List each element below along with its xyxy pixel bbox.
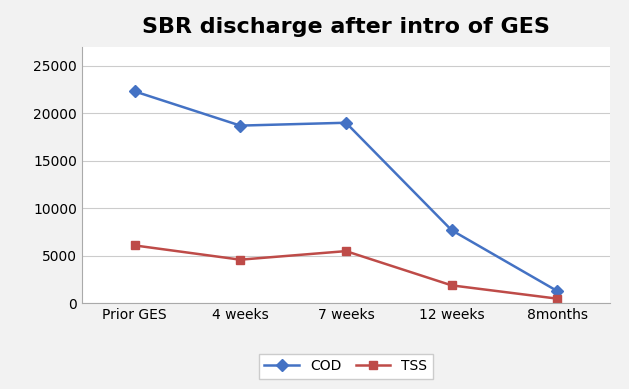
Line: TSS: TSS [130, 241, 562, 303]
Legend: COD, TSS: COD, TSS [259, 354, 433, 378]
COD [131, 89, 138, 94]
TSS [554, 296, 561, 301]
Line: COD: COD [130, 87, 562, 295]
TSS [131, 243, 138, 248]
COD [237, 123, 244, 128]
COD [554, 289, 561, 293]
TSS [342, 249, 350, 254]
COD [342, 121, 350, 125]
Title: SBR discharge after intro of GES: SBR discharge after intro of GES [142, 17, 550, 37]
COD [448, 228, 455, 233]
TSS [237, 258, 244, 262]
TSS [448, 283, 455, 288]
